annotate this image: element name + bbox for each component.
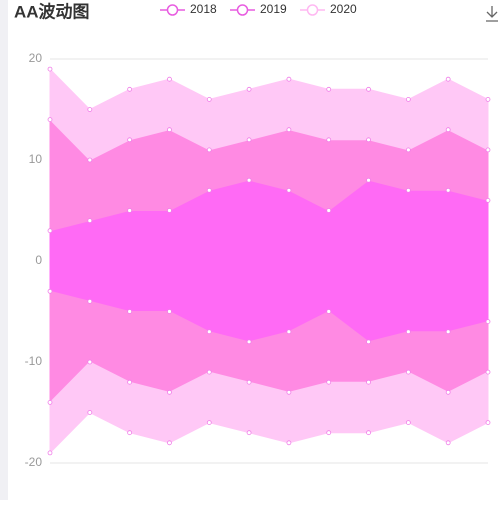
point [167,389,172,395]
legend-label: 2018 [190,2,217,16]
point [485,319,491,325]
point [326,137,332,143]
point [286,76,292,82]
point [47,450,53,456]
point [206,420,212,426]
point [405,369,411,375]
page-edge [0,0,8,500]
point [246,339,252,345]
point [286,127,292,133]
download-icon[interactable] [486,6,498,22]
point [485,420,491,426]
plot: -20 -10 0 10 20 [25,51,491,469]
point [445,127,451,133]
y-tick-label: 0 [35,253,42,267]
point [47,288,53,294]
point [246,177,252,183]
point [206,329,212,335]
point [366,177,371,183]
point [87,157,93,163]
point [206,187,212,193]
point [286,329,292,335]
point [366,430,371,436]
point [445,389,451,395]
point [47,66,53,72]
legend-label: 2019 [260,2,287,16]
point [445,76,451,82]
point [366,137,371,143]
legend-icon [236,4,249,16]
point [326,379,332,385]
point [485,197,491,203]
point [445,187,451,193]
point [445,440,451,446]
legend-icon [306,4,319,16]
point [286,440,292,446]
chart-title: AA波动图 [14,1,90,21]
point [127,379,133,385]
point [326,430,332,436]
point [167,309,172,314]
legend-item[interactable]: 2019 [230,2,287,16]
legend-item[interactable]: 2020 [300,2,357,16]
point [366,379,371,385]
point [286,187,292,193]
point [87,410,93,415]
legend-item[interactable]: 2018 [160,2,217,16]
point [405,97,411,102]
point [87,107,93,112]
point [485,97,491,102]
point [206,97,212,102]
point [485,369,491,375]
point [47,117,53,122]
y-tick-label: -10 [25,354,43,368]
point [206,147,212,153]
y-tick-label: -20 [25,455,43,469]
legend-icon [166,4,179,16]
point [326,208,332,213]
point [206,369,212,375]
point [246,137,252,143]
point [246,86,252,92]
point [445,329,451,335]
point [47,399,53,405]
point [286,389,292,395]
point [167,440,172,446]
point [167,208,172,213]
point [246,379,252,385]
point [127,309,133,314]
point [127,137,133,143]
point [326,309,332,314]
point [127,86,133,92]
point [47,228,53,234]
y-tick-label: 10 [29,152,43,166]
point [405,329,411,335]
point [405,420,411,426]
point [87,359,93,365]
y-tick-label: 20 [29,51,43,65]
point [405,187,411,193]
point [87,218,93,224]
point [87,298,93,304]
point [127,430,133,436]
point [127,208,133,213]
point [167,127,172,133]
point [326,86,332,92]
point [167,76,172,82]
legend-label: 2020 [330,2,357,16]
point [246,430,252,436]
point [366,339,371,345]
point [485,147,491,153]
point [366,86,371,92]
point [405,147,411,153]
